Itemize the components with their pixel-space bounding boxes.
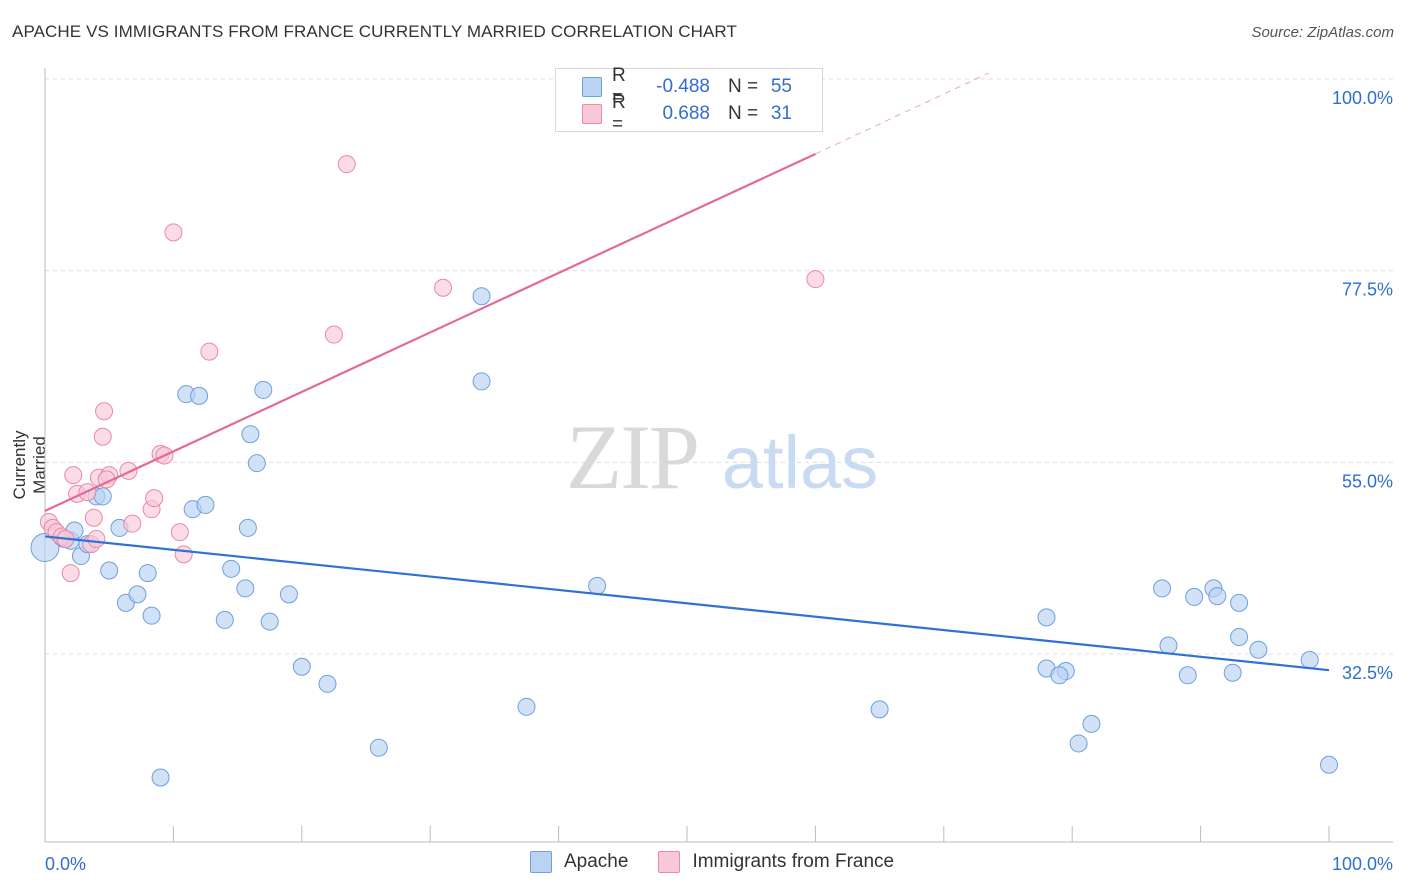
legend-row-france: R = 0.688 N = 31 xyxy=(582,92,792,135)
apache-point xyxy=(1153,579,1172,598)
france-point xyxy=(123,514,142,533)
watermark: ZIP atlas xyxy=(566,406,878,508)
france-point xyxy=(61,564,80,583)
legend-swatch-france xyxy=(582,104,602,124)
apache-point xyxy=(138,564,157,583)
series-legend: Apache Immigrants from France xyxy=(530,851,924,873)
apache-point xyxy=(1069,734,1088,753)
apache-point xyxy=(369,738,388,757)
france-point xyxy=(95,402,114,421)
apache-point xyxy=(100,561,119,580)
apache-point xyxy=(254,380,273,399)
france-point xyxy=(200,342,219,361)
correlation-legend: R = -0.488 N = 55 R = 0.688 N = 31 xyxy=(555,65,823,135)
legend-swatch-france xyxy=(658,851,681,873)
apache-point xyxy=(1208,587,1227,606)
apache-trend-line xyxy=(44,535,1330,672)
france-point xyxy=(806,270,825,289)
y-tick-label: 55.0% xyxy=(1342,471,1393,491)
france-trend-extension xyxy=(815,72,989,155)
apache-point xyxy=(292,657,311,676)
apache-point xyxy=(151,768,170,787)
legend-swatch-apache xyxy=(530,851,552,873)
legend-item-france[interactable]: Immigrants from France xyxy=(658,851,894,873)
france-point xyxy=(174,545,193,564)
apache-point xyxy=(1178,666,1197,685)
apache-point xyxy=(472,287,491,306)
watermark-zip: ZIP xyxy=(566,406,698,508)
france-point xyxy=(145,489,164,508)
legend-swatch-apache xyxy=(582,77,602,97)
legend-row-apache: R = -0.488 N = 55 xyxy=(582,65,792,108)
grid-lines xyxy=(45,78,1393,655)
watermark-atlas: atlas xyxy=(722,421,878,504)
apache-point xyxy=(588,576,607,595)
france-point xyxy=(119,461,138,480)
legend-r-value: 0.688 xyxy=(662,103,710,124)
x-tick-label-right: 100.0% xyxy=(1332,854,1393,874)
france-point xyxy=(337,155,356,174)
trend-lines xyxy=(44,72,1330,672)
axes xyxy=(44,68,1393,843)
y-tick-label: 77.5% xyxy=(1342,280,1393,300)
france-point xyxy=(64,466,83,485)
apache-point xyxy=(318,674,337,693)
apache-point xyxy=(1300,650,1319,669)
apache-point xyxy=(196,495,215,514)
apache-point xyxy=(517,697,536,716)
apache-point xyxy=(1082,714,1101,733)
legend-r-label: R = xyxy=(612,92,626,135)
france-point xyxy=(164,223,183,242)
france-point xyxy=(170,523,189,542)
legend-n-label: N = xyxy=(728,103,759,124)
france-point xyxy=(93,427,112,446)
apache-point xyxy=(238,518,257,537)
apache-point xyxy=(142,606,161,625)
apache-point xyxy=(1249,640,1268,659)
apache-point xyxy=(1185,587,1204,606)
apache-point xyxy=(215,610,234,629)
apache-point xyxy=(1230,627,1249,646)
series-apache-points xyxy=(30,287,1338,787)
apache-point xyxy=(1223,663,1242,682)
apache-point xyxy=(93,487,112,506)
apache-point xyxy=(1037,608,1056,627)
legend-n-label: N = xyxy=(728,76,759,97)
apache-point xyxy=(1050,666,1069,685)
legend-label-apache: Apache xyxy=(564,851,629,872)
apache-point xyxy=(1320,755,1338,774)
france-point xyxy=(324,325,343,344)
x-tick-label-left: 0.0% xyxy=(45,854,86,874)
legend-label-france: Immigrants from France xyxy=(692,851,895,872)
tick-labels: 100.0% 77.5% 55.0% 32.5% 0.0% 100.0% xyxy=(45,88,1393,874)
apache-point xyxy=(222,559,241,578)
apache-point xyxy=(247,454,266,473)
france-point xyxy=(434,278,453,297)
apache-point xyxy=(241,425,260,444)
legend-n-value: 31 xyxy=(770,103,792,124)
legend-n-value: 55 xyxy=(770,76,792,97)
apache-point xyxy=(128,585,147,604)
y-tick-label: 100.0% xyxy=(1332,88,1393,108)
france-trend-line xyxy=(44,152,816,512)
apache-point xyxy=(1230,593,1249,612)
chart-title: APACHE VS IMMIGRANTS FROM FRANCE CURRENT… xyxy=(12,22,737,41)
france-point xyxy=(84,508,103,527)
legend-item-apache[interactable]: Apache xyxy=(530,851,628,873)
france-point xyxy=(87,530,106,548)
apache-point xyxy=(472,372,491,391)
legend-r-label: R = xyxy=(612,65,626,108)
apache-point xyxy=(870,700,889,719)
apache-point xyxy=(260,612,279,631)
apache-point xyxy=(30,533,60,563)
series-france-points xyxy=(39,155,825,583)
apache-point xyxy=(190,386,209,405)
apache-point xyxy=(1159,636,1178,655)
legend-r-value: -0.488 xyxy=(656,76,710,97)
y-tick-label: 32.5% xyxy=(1342,663,1393,683)
source-label: Source: ZipAtlas.com xyxy=(1251,24,1394,41)
apache-point xyxy=(236,579,255,598)
apache-point xyxy=(279,585,298,604)
